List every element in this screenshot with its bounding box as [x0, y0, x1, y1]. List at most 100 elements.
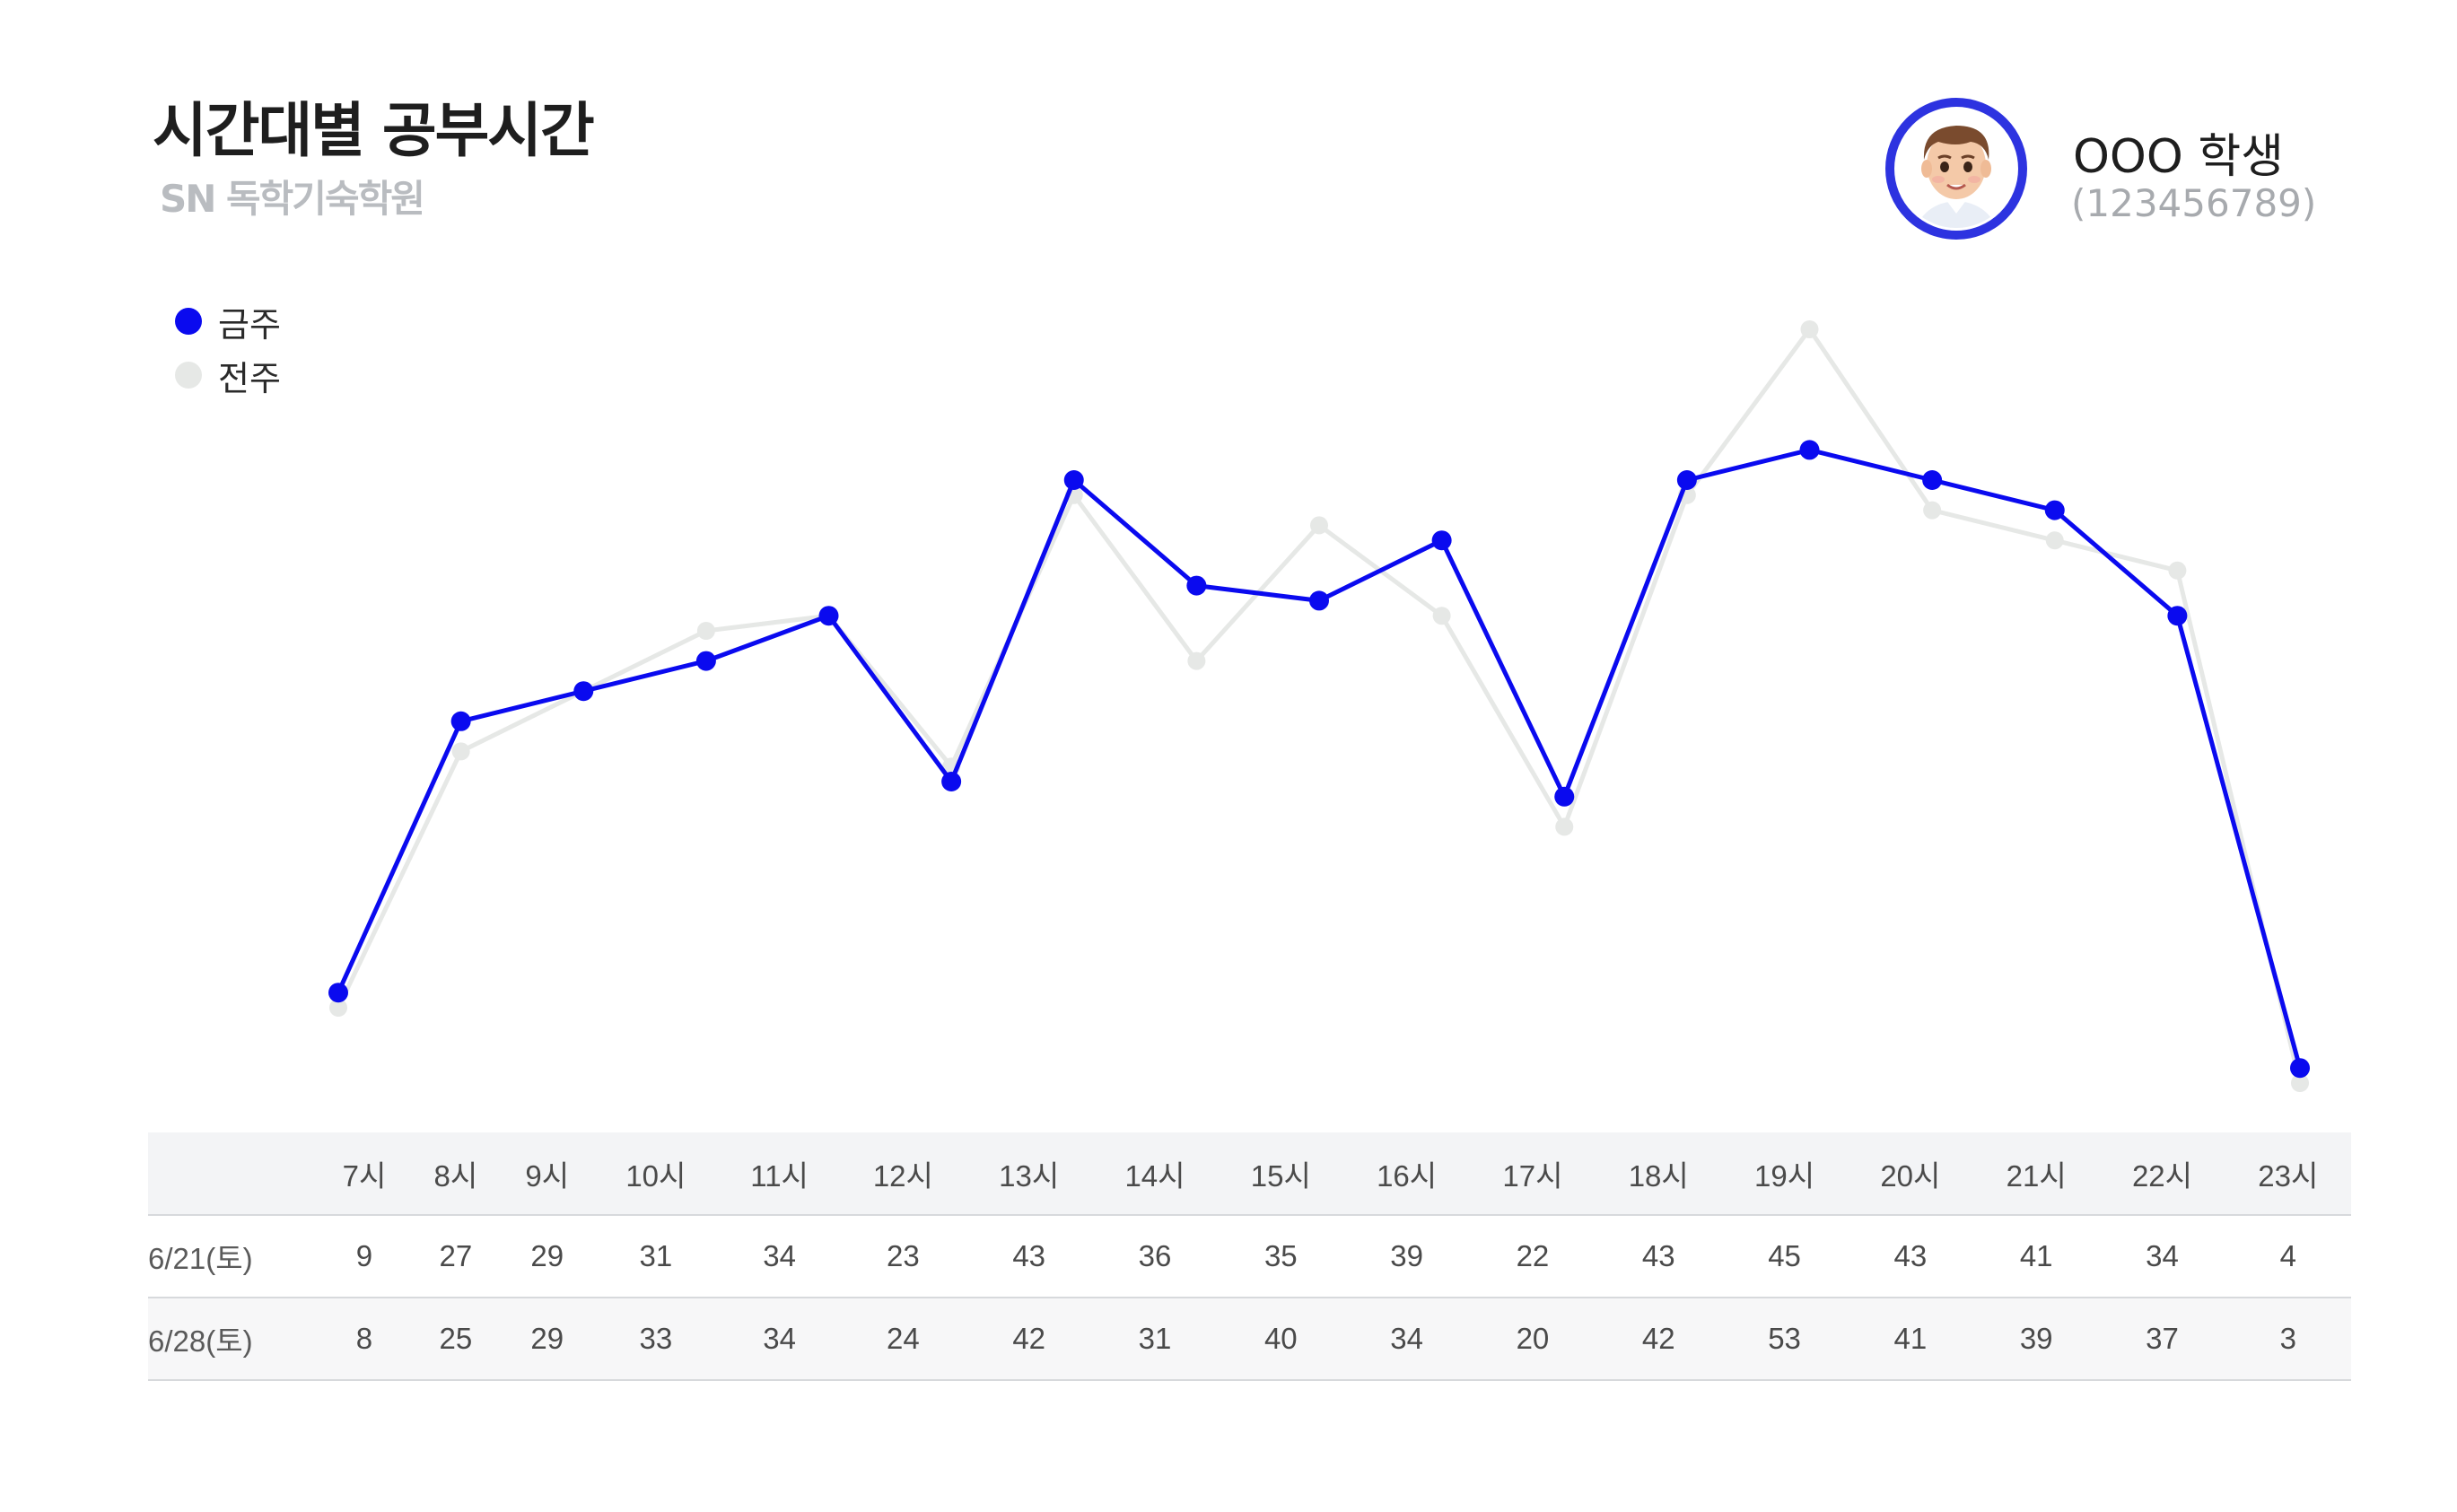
point-last-week-7[interactable]	[329, 999, 347, 1017]
point-this-week-13[interactable]	[1063, 470, 1084, 490]
table-column-header: 17시	[1502, 1158, 1563, 1193]
table-cell: 8	[355, 1322, 373, 1355]
table-corner-cell	[148, 1132, 319, 1215]
table-cell: 34	[763, 1239, 796, 1272]
table-column-header: 11시	[750, 1158, 809, 1193]
table-cell: 33	[639, 1322, 673, 1355]
table-header-row: 7시 8시 9시 10시 11시 12시 13시 14시 15시 16시 17시 18시 19시 20시 2…	[148, 1132, 2351, 1215]
table-cell: 34	[1390, 1322, 1423, 1355]
table-cell: 45	[1768, 1239, 1801, 1272]
page-title: 시간대별 공부시간	[153, 96, 595, 165]
legend-dot-last-week	[175, 362, 202, 389]
point-this-week-22[interactable]	[2167, 606, 2188, 626]
point-last-week-15[interactable]	[1310, 516, 1328, 535]
table-cell: 22	[1516, 1239, 1550, 1272]
table-column-header: 13시	[999, 1158, 1060, 1193]
point-this-week-17[interactable]	[1554, 786, 1575, 807]
table-cell: 53	[1768, 1322, 1801, 1355]
brand-logo-text: SN 독학기숙학원	[160, 177, 425, 221]
table-cell: 31	[1138, 1322, 1172, 1355]
table-cell: 34	[2146, 1239, 2179, 1272]
table-cell: 25	[439, 1322, 473, 1355]
series-this-week	[328, 440, 2310, 1079]
point-this-week-8[interactable]	[450, 711, 471, 731]
table-row-label: 6/21(토)	[148, 1242, 253, 1275]
point-last-week-19[interactable]	[1800, 320, 1819, 338]
point-this-week-14[interactable]	[1186, 575, 1207, 596]
table-cell: 36	[1138, 1239, 1172, 1272]
table-column-header: 9시	[525, 1158, 570, 1193]
table-cell: 29	[530, 1239, 564, 1272]
table-column-header: 7시	[342, 1158, 387, 1193]
point-this-week-21[interactable]	[2044, 500, 2065, 520]
point-this-week-11[interactable]	[818, 606, 839, 626]
table-cell: 23	[887, 1239, 920, 1272]
series-last-week	[329, 320, 2309, 1092]
table-row: 6/28(토) 8 25 29 33 34 24 42 31 40 34 20 42 53 41 39 37 3	[148, 1298, 2351, 1380]
table-column-header: 10시	[625, 1158, 686, 1193]
point-this-week-23[interactable]	[2290, 1058, 2310, 1079]
table-row: 6/21(토) 9 27 29 31 34 23 43 36 35 39 22 43 45 43 41 34 4	[148, 1215, 2351, 1298]
point-last-week-16[interactable]	[1432, 607, 1451, 625]
table-cell: 34	[763, 1322, 796, 1355]
table-cell: 24	[887, 1322, 920, 1355]
point-last-week-21[interactable]	[2045, 531, 2064, 550]
table-cell: 40	[1263, 1322, 1298, 1355]
student-id: (123456789)	[2071, 181, 2317, 225]
table-column-header: 20시	[1880, 1158, 1941, 1193]
table-cell: 39	[2019, 1322, 2053, 1355]
table-cell: 27	[439, 1239, 473, 1272]
table-cell: 43	[1893, 1239, 1928, 1272]
table-cell: 35	[1263, 1239, 1298, 1272]
point-last-week-8[interactable]	[451, 742, 470, 761]
legend-label-this-week: 금주	[218, 304, 281, 345]
line-this-week	[336, 447, 2303, 1069]
table-column-header: 18시	[1628, 1158, 1689, 1193]
table-cell: 3	[2279, 1322, 2296, 1355]
legend-label-last-week: 전주	[218, 358, 281, 398]
point-last-week-23[interactable]	[2291, 1074, 2309, 1092]
table-column-header: 14시	[1124, 1158, 1185, 1193]
point-this-week-7[interactable]	[328, 983, 348, 1003]
point-this-week-20[interactable]	[1922, 470, 1943, 490]
table-column-header: 8시	[433, 1158, 478, 1193]
line-last-week	[336, 327, 2303, 1084]
table-cell: 42	[1012, 1322, 1046, 1355]
point-last-week-22[interactable]	[2168, 561, 2187, 580]
chart-legend: 금주 전주	[175, 294, 281, 402]
table-cell: 20	[1516, 1322, 1550, 1355]
student-avatar	[1885, 98, 2027, 240]
point-this-week-12[interactable]	[941, 772, 962, 791]
point-last-week-14[interactable]	[1187, 651, 1206, 670]
point-this-week-18[interactable]	[1676, 470, 1697, 490]
table-column-header: 19시	[1754, 1158, 1815, 1193]
point-this-week-9[interactable]	[573, 681, 594, 702]
table-cell: 9	[355, 1239, 373, 1272]
point-last-week-10[interactable]	[696, 622, 715, 640]
point-last-week-17[interactable]	[1555, 817, 1574, 836]
table-row-label: 6/28(토)	[148, 1324, 253, 1358]
line-chart	[328, 320, 2310, 1092]
table-cell: 42	[1641, 1322, 1675, 1355]
legend-item-this-week: 금주	[175, 294, 281, 348]
table-cell: 37	[2146, 1322, 2179, 1355]
table-cell: 43	[1641, 1239, 1675, 1272]
point-last-week-20[interactable]	[1923, 501, 1942, 520]
table-cell: 41	[2019, 1239, 2053, 1272]
point-this-week-15[interactable]	[1309, 590, 1329, 611]
table-column-header: 12시	[872, 1158, 933, 1193]
legend-dot-this-week	[175, 308, 202, 335]
table-column-header: 23시	[2258, 1158, 2319, 1193]
point-this-week-10[interactable]	[695, 651, 716, 671]
point-this-week-19[interactable]	[1799, 440, 1820, 460]
student-name: OOO 학생	[2073, 130, 2284, 184]
table-column-header: 22시	[2131, 1158, 2193, 1193]
table-cell: 43	[1012, 1239, 1046, 1272]
point-this-week-16[interactable]	[1431, 530, 1452, 551]
table-cell: 4	[2279, 1239, 2296, 1272]
table-cell: 29	[530, 1322, 564, 1355]
table-cell: 39	[1390, 1239, 1423, 1272]
data-table: 7시 8시 9시 10시 11시 12시 13시 14시 15시 16시 17시 18시 19시 20시 2…	[148, 1132, 2351, 1381]
legend-item-last-week: 전주	[175, 348, 281, 402]
table-column-header: 16시	[1377, 1158, 1438, 1193]
